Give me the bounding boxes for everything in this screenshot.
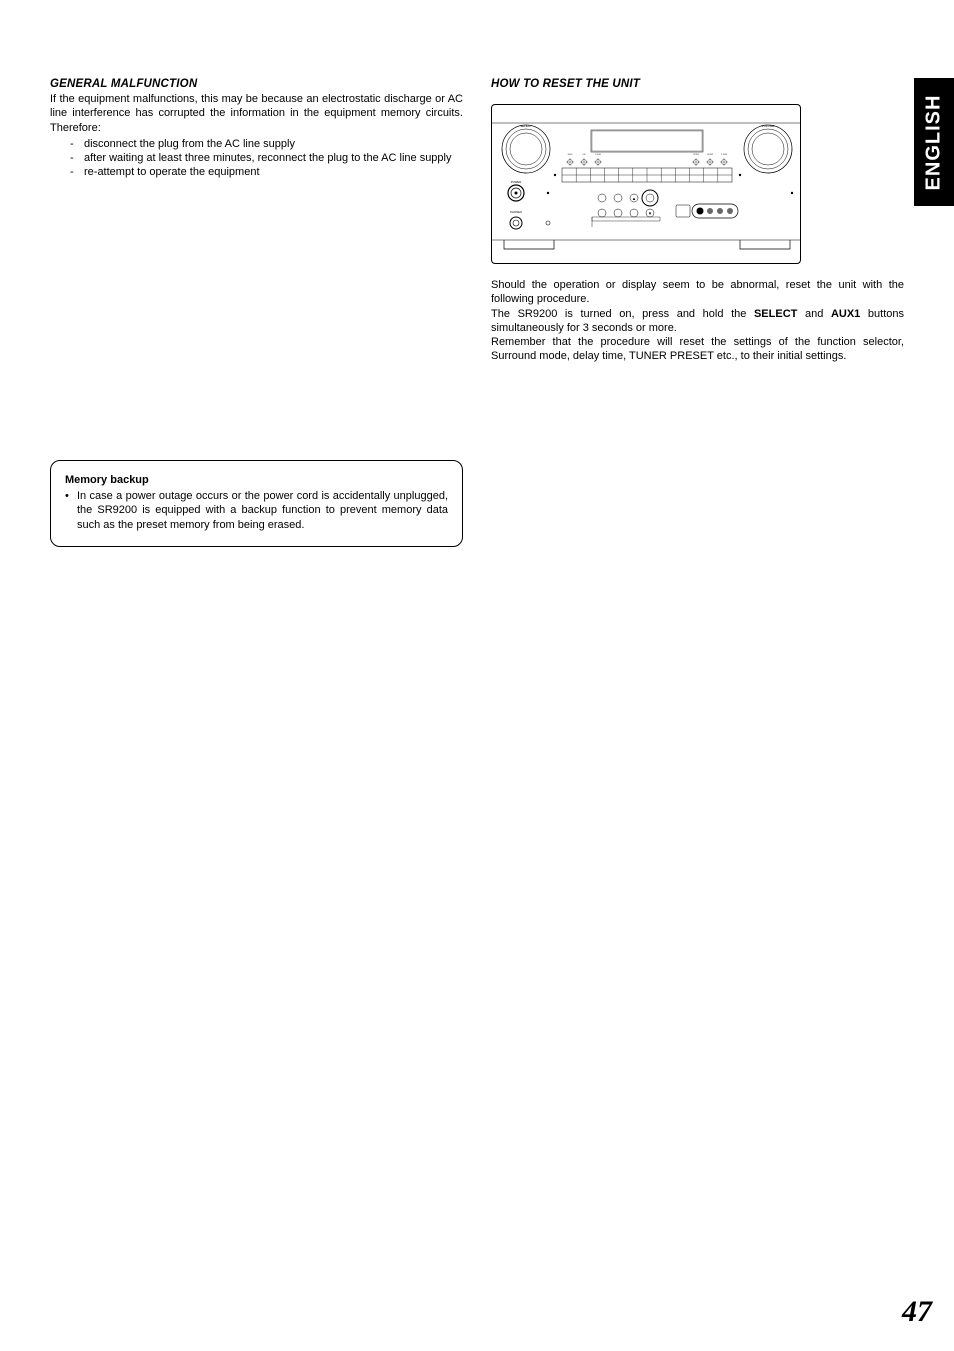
volume-knob-icon: VOLUME bbox=[744, 124, 792, 173]
heading-general-malfunction: GENERAL MALFUNCTION bbox=[50, 78, 463, 90]
reset-paragraph-2: The SR9200 is turned on, press and hold … bbox=[491, 307, 904, 336]
page-number: 47 bbox=[902, 1295, 932, 1329]
step-item: after waiting at least three minutes, re… bbox=[70, 151, 463, 165]
select-knob-icon: SELECT bbox=[502, 124, 550, 173]
mode-buttons-row bbox=[598, 190, 658, 206]
receiver-svg: SELECT VOLUME bbox=[492, 105, 801, 264]
p2-part: The SR9200 is turned on, press and hold … bbox=[491, 308, 754, 320]
flap-icon bbox=[592, 217, 660, 221]
memory-backup-title: Memory backup bbox=[65, 473, 448, 487]
select-bold: SELECT bbox=[754, 308, 797, 320]
screw-icon bbox=[739, 174, 741, 176]
intro-text: If the equipment malfunctions, this may … bbox=[50, 92, 463, 135]
indicator-lights-row: DVD CD CD-R VCR1 VCR2 7.1CH bbox=[566, 154, 728, 166]
input-button-grid bbox=[562, 168, 732, 182]
power-button-icon: POWER bbox=[508, 180, 524, 201]
display-area-icon bbox=[591, 130, 703, 152]
svg-text:VCR2: VCR2 bbox=[707, 154, 714, 156]
step-item: disconnect the plug from the AC line sup… bbox=[70, 137, 463, 151]
svg-text:CD-R: CD-R bbox=[595, 154, 601, 156]
front-panel-diagram: SELECT VOLUME bbox=[491, 104, 801, 264]
svg-text:PHONES: PHONES bbox=[510, 210, 522, 214]
select-label: SELECT bbox=[520, 124, 532, 128]
volume-label: VOLUME bbox=[762, 124, 775, 128]
svg-text:▾: ▾ bbox=[649, 211, 652, 217]
screw-icon bbox=[546, 221, 550, 225]
left-column: GENERAL MALFUNCTION If the equipment mal… bbox=[50, 78, 463, 547]
language-tab: ENGLISH bbox=[914, 78, 954, 206]
p2-part: and bbox=[797, 308, 831, 320]
aux1-bold: AUX1 bbox=[831, 308, 860, 320]
memory-backup-text: In case a power outage occurs or the pow… bbox=[65, 489, 448, 532]
feet-icon bbox=[492, 240, 801, 249]
memory-backup-box: Memory backup In case a power outage occ… bbox=[50, 460, 463, 547]
language-tab-label: ENGLISH bbox=[923, 94, 946, 190]
steps-list: disconnect the plug from the AC line sup… bbox=[50, 137, 463, 180]
svg-text:▴: ▴ bbox=[633, 196, 636, 202]
step-item: re-attempt to operate the equipment bbox=[70, 165, 463, 179]
screw-icon bbox=[547, 192, 549, 194]
svg-text:VCR1: VCR1 bbox=[693, 154, 700, 156]
two-column-layout: GENERAL MALFUNCTION If the equipment mal… bbox=[50, 78, 904, 547]
multi-jog-cluster-icon bbox=[676, 204, 738, 218]
svg-text:POWER: POWER bbox=[511, 180, 522, 184]
heading-how-to-reset: HOW TO RESET THE UNIT bbox=[491, 78, 904, 90]
right-column: HOW TO RESET THE UNIT SELECT bbox=[491, 78, 904, 547]
phones-jack-icon: PHONES bbox=[510, 210, 522, 229]
svg-text:CD: CD bbox=[582, 154, 586, 156]
reset-paragraph-1: Should the operation or display seem to … bbox=[491, 278, 904, 307]
screw-icon bbox=[791, 192, 793, 194]
page: GENERAL MALFUNCTION If the equipment mal… bbox=[0, 0, 954, 1351]
reset-paragraph-3: Remember that the procedure will reset t… bbox=[491, 335, 904, 364]
svg-text:7.1CH: 7.1CH bbox=[721, 154, 728, 156]
svg-text:DVD: DVD bbox=[568, 154, 573, 156]
screw-icon bbox=[554, 174, 556, 176]
cursor-buttons-row: ▾ ▴ bbox=[598, 196, 654, 217]
